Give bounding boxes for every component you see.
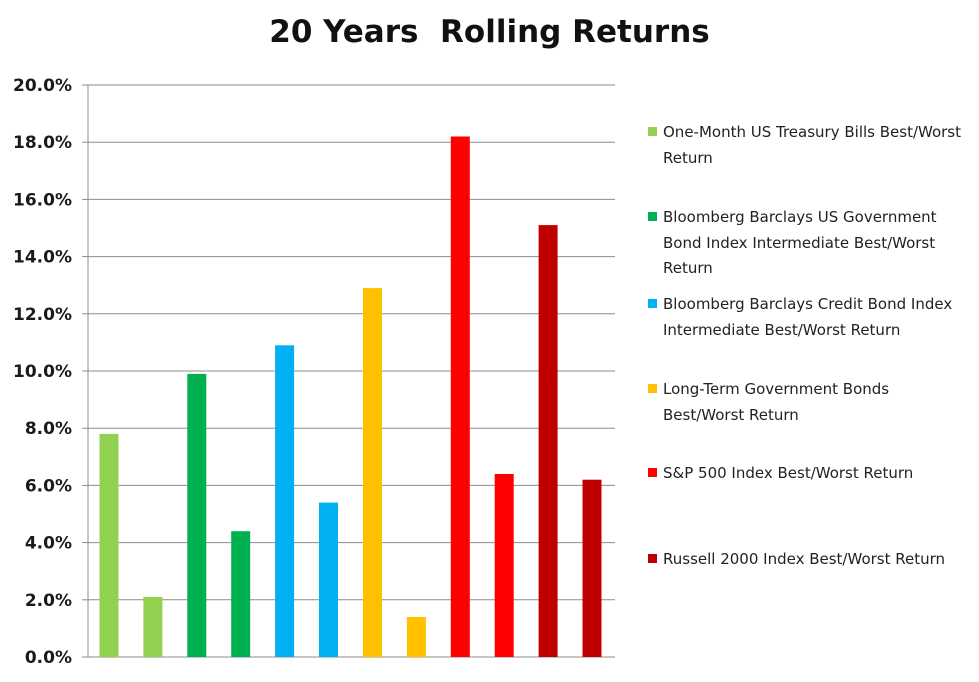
legend-item: Russell 2000 Index Best/Worst Return: [648, 548, 968, 573]
bar-series-2-best: [187, 373, 207, 657]
legend: One-Month US Treasury Bills Best/Worst R…: [648, 0, 978, 682]
legend-item: Long-Term Government Bonds Best/Worst Re…: [648, 378, 968, 428]
y-tick-label: 4.0%: [25, 534, 72, 554]
y-tick-label: 0.0%: [25, 648, 72, 668]
legend-label: Bloomberg Barclays US Government Bond In…: [663, 208, 937, 277]
y-tick-label: 8.0%: [25, 419, 72, 439]
legend-swatch: [648, 127, 657, 136]
bar-series-5-best: [450, 136, 470, 657]
y-tick-labels: 0.0% 2.0% 4.0% 6.0% 8.0% 10.0% 12.0% 14.0% 16.0%…: [13, 76, 72, 668]
bar-series-4-best: [363, 288, 382, 657]
legend-swatch: [648, 468, 657, 477]
y-tick-label: 12.0%: [13, 305, 72, 325]
gridlines: [88, 84, 615, 658]
legend-swatch: [648, 384, 657, 393]
bar-series-6-best: [538, 225, 558, 657]
chart-title: 20 Years Rolling Returns: [269, 14, 710, 50]
legend-label: S&P 500 Index Best/Worst Return: [663, 464, 914, 482]
y-tick-label: 6.0%: [25, 476, 72, 496]
legend-swatch: [648, 299, 657, 308]
y-tick-label: 14.0%: [13, 248, 72, 268]
legend-item: One-Month US Treasury Bills Best/Worst R…: [648, 121, 968, 171]
bar-series-1-worst: [143, 596, 163, 657]
y-tick-label: 16.0%: [13, 190, 72, 210]
legend-item: Bloomberg Barclays US Government Bond In…: [648, 206, 968, 282]
legend-label: Russell 2000 Index Best/Worst Return: [663, 550, 946, 568]
bar-series-2-worst: [231, 531, 251, 657]
y-tick-label: 2.0%: [25, 591, 72, 611]
legend-swatch: [648, 212, 657, 221]
bar-series-5-worst: [494, 474, 514, 657]
bar-series-3-worst: [319, 502, 338, 657]
legend-item: Bloomberg Barclays Credit Bond Index Int…: [648, 293, 968, 343]
plot-area: 0.0% 2.0% 4.0% 6.0% 8.0% 10.0% 12.0% 14.0% 16.0%…: [13, 76, 615, 668]
y-tick-label: 10.0%: [13, 362, 72, 382]
bar-series-1-best: [99, 433, 119, 657]
legend-label: Long-Term Government Bonds Best/Worst Re…: [663, 380, 890, 424]
bars: [99, 136, 602, 657]
bar-series-4-worst: [406, 617, 426, 657]
bar-series-3-best: [275, 345, 295, 657]
bar-series-6-worst: [582, 479, 602, 657]
legend-label: Bloomberg Barclays Credit Bond Index Int…: [663, 295, 953, 339]
axes: [82, 84, 615, 658]
y-tick-label: 20.0%: [13, 76, 72, 96]
legend-swatch: [648, 554, 657, 563]
legend-item: S&P 500 Index Best/Worst Return: [648, 462, 968, 487]
y-tick-label: 18.0%: [13, 133, 72, 153]
legend-label: One-Month US Treasury Bills Best/Worst R…: [663, 123, 961, 167]
